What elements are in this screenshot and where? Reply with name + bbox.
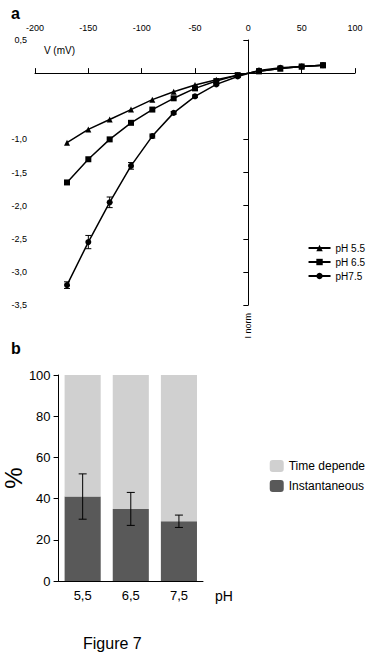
svg-text:20: 20 [36, 532, 50, 547]
svg-text:-2,5: -2,5 [11, 234, 27, 244]
svg-text:b: b [11, 340, 21, 357]
svg-text:40: 40 [36, 491, 50, 506]
svg-text:0: 0 [246, 23, 251, 33]
svg-text:80: 80 [36, 409, 50, 424]
svg-text:%: % [0, 467, 27, 488]
svg-text:-3,0: -3,0 [11, 267, 27, 277]
svg-text:-150: -150 [79, 23, 97, 33]
svg-text:7,5: 7,5 [170, 588, 188, 603]
svg-text:-1,5: -1,5 [11, 168, 27, 178]
svg-text:pH: pH [215, 588, 233, 604]
svg-text:pH7.5: pH7.5 [336, 271, 363, 282]
svg-text:-200: -200 [26, 23, 44, 33]
svg-text:pH 5.5: pH 5.5 [336, 243, 366, 254]
svg-text:-2,0: -2,0 [11, 201, 27, 211]
svg-text:a: a [11, 5, 20, 22]
svg-text:I norm: I norm [243, 313, 253, 339]
svg-text:100: 100 [29, 368, 51, 383]
svg-text:Instantaneous: Instantaneous [289, 479, 364, 493]
svg-text:0,5: 0,5 [14, 35, 27, 45]
svg-text:Time depende: Time depende [289, 459, 366, 473]
svg-text:Figure 7: Figure 7 [83, 635, 142, 652]
svg-text:0: 0 [43, 574, 50, 589]
svg-text:-50: -50 [188, 23, 201, 33]
svg-text:50: 50 [297, 23, 307, 33]
svg-text:100: 100 [347, 23, 362, 33]
svg-text:6,5: 6,5 [122, 588, 140, 603]
svg-text:-100: -100 [133, 23, 151, 33]
svg-text:60: 60 [36, 450, 50, 465]
svg-text:-3,5: -3,5 [11, 300, 27, 310]
svg-text:pH 6.5: pH 6.5 [336, 257, 366, 268]
svg-text:5,5: 5,5 [74, 588, 92, 603]
svg-text:-1,0: -1,0 [11, 134, 27, 144]
svg-text:V (mV): V (mV) [44, 45, 75, 56]
